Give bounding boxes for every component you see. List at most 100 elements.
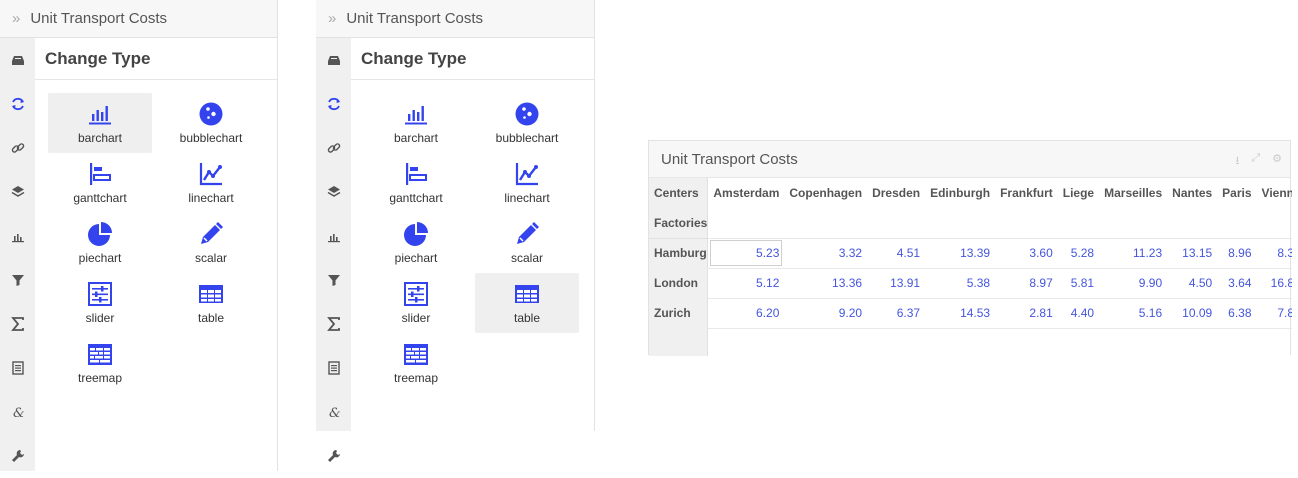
table-cell[interactable]: 7.87 (1256, 298, 1292, 329)
document-icon[interactable] (0, 346, 35, 390)
download-icon[interactable]: ⭳ (1235, 155, 1240, 167)
table-cell[interactable]: 3.64 (1217, 268, 1257, 299)
chart-type-linechart[interactable]: linechart (475, 153, 579, 213)
table-cell[interactable]: 13.91 (867, 268, 926, 299)
column-header[interactable]: Amsterdam (707, 178, 785, 208)
table-cell[interactable]: 9.20 (784, 298, 868, 329)
expand-chevron-icon[interactable]: » (12, 10, 20, 27)
table-cell[interactable]: 3.60 (995, 238, 1058, 269)
chart-type-piechart[interactable]: piechart (48, 213, 152, 273)
chart-type-barchart[interactable]: barchart (48, 93, 152, 153)
header-row: Centers Amsterdam Copenhagen Dresden Edinbur… (649, 178, 1292, 208)
inbox-icon[interactable] (0, 38, 35, 82)
fullscreen-icon[interactable]: ⤢ (1251, 152, 1261, 164)
column-header[interactable]: Liege (1062, 186, 1095, 200)
table-cell[interactable]: 4.50 (1167, 268, 1218, 299)
column-header[interactable]: Marseilles (1104, 186, 1163, 200)
corner-label-centers: Centers (649, 178, 708, 208)
table-cell[interactable]: 14.53 (925, 298, 996, 329)
document-icon[interactable] (316, 346, 351, 390)
wrench-icon[interactable] (316, 434, 351, 478)
table-cell[interactable]: 5.38 (925, 268, 996, 299)
chart-type-treemap[interactable]: treemap (364, 333, 468, 393)
filter-icon[interactable] (0, 258, 35, 302)
table-cell[interactable]: 10.09 (1167, 298, 1218, 329)
gear-icon[interactable]: ⚙ (1272, 153, 1282, 165)
chart-type-piechart[interactable]: piechart (364, 213, 468, 273)
layers-icon[interactable] (316, 170, 351, 214)
sigma-icon[interactable] (316, 302, 351, 346)
column-header[interactable]: Paris (1222, 186, 1252, 200)
layers-icon[interactable] (0, 170, 35, 214)
table-cell[interactable]: 5.28 (1057, 238, 1100, 269)
chart-icon[interactable] (316, 214, 351, 258)
chart-type-scalar[interactable]: scalar (159, 213, 263, 273)
inbox-icon[interactable] (316, 38, 351, 82)
chart-type-slider[interactable]: slider (48, 273, 152, 333)
table-cell[interactable]: 13.36 (784, 268, 868, 299)
chart-type-table[interactable]: table (475, 273, 579, 333)
table-cell[interactable]: 4.40 (1057, 298, 1100, 329)
table-cell[interactable]: 9.90 (1099, 268, 1168, 299)
chart-type-label: ganttchart (73, 191, 127, 205)
row-header[interactable]: Hamburg (649, 238, 708, 268)
chart-type-label: barchart (77, 131, 123, 145)
table-cell[interactable]: 13.39 (925, 238, 996, 269)
table-container: Centers Amsterdam Copenhagen Dresden Edinbur… (649, 178, 1292, 356)
table-cell[interactable]: 8.97 (995, 268, 1058, 299)
table-cell[interactable]: 6.20 (707, 298, 785, 329)
chart-type-table[interactable]: table (159, 273, 263, 333)
chart-type-label: treemap (393, 371, 439, 385)
table-cell[interactable]: 5.16 (1099, 298, 1168, 329)
chart-type-ganttchart[interactable]: ganttchart (48, 153, 152, 213)
link-icon[interactable] (0, 126, 35, 170)
bubblechart-icon (198, 101, 224, 131)
chart-type-ganttchart[interactable]: ganttchart (364, 153, 468, 213)
expand-chevron-icon[interactable]: » (328, 10, 336, 27)
table-icon (514, 281, 540, 311)
table-cell[interactable]: 2.81 (995, 298, 1058, 329)
table-cell[interactable]: 6.37 (867, 298, 926, 329)
ampersand-icon[interactable]: & (0, 390, 35, 434)
table-cell[interactable]: 8.33 (1256, 238, 1292, 269)
table-cell[interactable]: 8.96 (1217, 238, 1257, 269)
table-cell[interactable]: 16.86 (1256, 268, 1292, 299)
column-header[interactable]: Copenhagen (789, 186, 863, 200)
chart-type-bubblechart[interactable]: bubblechart (159, 93, 263, 153)
table-cell[interactable]: 3.32 (784, 238, 868, 269)
corner-label-factories: Factories (649, 208, 708, 239)
column-header[interactable]: Nantes (1172, 186, 1213, 200)
row-header[interactable]: London (649, 268, 708, 298)
chart-type-barchart[interactable]: barchart (364, 93, 468, 153)
chart-icon[interactable] (0, 214, 35, 258)
table-cell[interactable]: 4.51 (867, 238, 926, 269)
column-header[interactable]: Edinburgh (930, 186, 991, 200)
table-cell[interactable]: 6.38 (1217, 298, 1257, 329)
bubblechart-icon (514, 101, 540, 131)
ampersand-icon[interactable]: & (316, 390, 351, 434)
chart-type-scalar[interactable]: scalar (475, 213, 579, 273)
refresh-icon[interactable] (316, 82, 351, 126)
chart-type-label: treemap (77, 371, 123, 385)
column-header[interactable]: Vienna (1261, 186, 1292, 200)
table-cell[interactable]: 13.15 (1167, 238, 1218, 269)
panel-header: » Unit Transport Costs (316, 0, 594, 38)
panel-content: Change Type barchart bubblechart ganttchar… (35, 38, 277, 393)
table-cell[interactable]: 11.23 (1099, 238, 1168, 269)
row-header[interactable]: Zurich (649, 298, 708, 328)
table-cell[interactable]: 5.12 (707, 268, 785, 299)
table-cell[interactable]: 5.23 (707, 238, 785, 269)
filter-icon[interactable] (316, 258, 351, 302)
sigma-icon[interactable] (0, 302, 35, 346)
wrench-icon[interactable] (0, 434, 35, 478)
column-header[interactable]: Dresden (872, 186, 921, 200)
refresh-icon[interactable] (0, 82, 35, 126)
chart-type-bubblechart[interactable]: bubblechart (475, 93, 579, 153)
column-header[interactable]: Frankfurt (1000, 186, 1053, 200)
chart-type-linechart[interactable]: linechart (159, 153, 263, 213)
link-icon[interactable] (316, 126, 351, 170)
chart-type-treemap[interactable]: treemap (48, 333, 152, 393)
chart-type-label: table (513, 311, 541, 325)
chart-type-slider[interactable]: slider (364, 273, 468, 333)
table-cell[interactable]: 5.81 (1057, 268, 1100, 299)
